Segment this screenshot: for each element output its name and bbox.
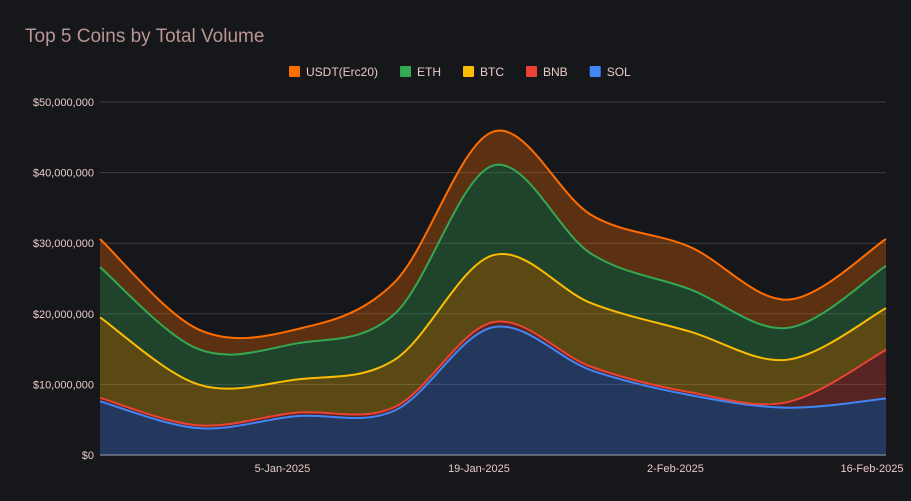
line-usdt-erc20-	[99, 129, 887, 340]
legend-item[interactable]: SOL	[589, 65, 631, 79]
y-tick-label: $30,000,000	[33, 238, 94, 250]
line-eth	[99, 163, 887, 356]
area-btc	[100, 253, 886, 426]
y-tick-label: $10,000,000	[33, 379, 94, 391]
legend-swatch	[463, 66, 475, 77]
legend-label: BNB	[543, 65, 568, 79]
y-tick-label: $50,000,000	[33, 97, 94, 109]
area-sol	[100, 326, 886, 455]
legend-swatch	[400, 66, 412, 77]
legend-label: ETH	[417, 65, 441, 79]
legend-label: SOL	[607, 65, 631, 79]
legend-label: USDT(Erc20)	[306, 65, 378, 79]
x-tick-label: 5-Jan-2025	[255, 463, 311, 475]
x-tick-label: 19-Jan-2025	[448, 463, 510, 475]
chart-title: Top 5 Coins by Total Volume	[25, 26, 265, 47]
x-tick-label: 16-Feb-2025	[840, 463, 903, 475]
y-tick-label: $0	[82, 450, 94, 462]
x-tick-label: 2-Feb-2025	[647, 463, 704, 475]
legend-label: BTC	[480, 65, 504, 79]
legend-item[interactable]: BNB	[526, 65, 568, 79]
legend-item[interactable]: BTC	[463, 65, 504, 79]
legend-swatch	[526, 66, 538, 77]
y-tick-label: $20,000,000	[33, 309, 94, 321]
line-btc	[99, 252, 887, 390]
area-usdt-erc20-	[100, 130, 886, 355]
legend-swatch	[289, 66, 300, 77]
line-bnb	[99, 320, 887, 427]
legend-swatch	[589, 66, 601, 77]
area-eth	[100, 164, 886, 389]
line-sol	[99, 325, 887, 430]
legend-item[interactable]: ETH	[400, 65, 441, 79]
y-tick-label: $40,000,000	[33, 168, 94, 180]
legend-item[interactable]: USDT(Erc20)	[289, 65, 378, 79]
